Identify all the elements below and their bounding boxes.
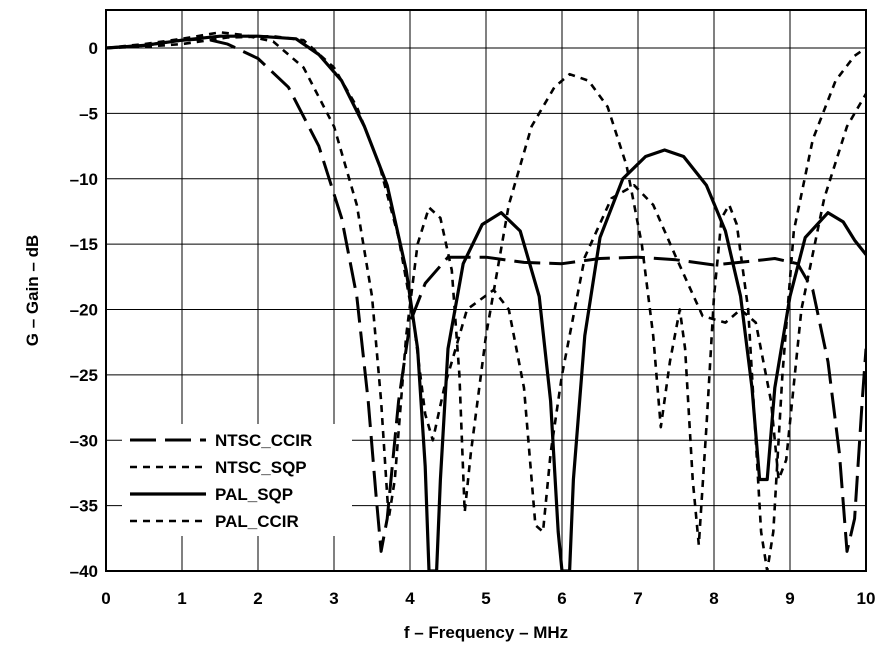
plot-frame	[105, 9, 867, 572]
legend-label: NTSC_CCIR	[215, 431, 312, 450]
y-tick-label: 0	[89, 39, 98, 58]
y-tick-label: –15	[70, 235, 98, 254]
x-tick-label: 7	[633, 589, 642, 608]
x-tick-label: 6	[557, 589, 566, 608]
y-tick-label: –20	[70, 301, 98, 320]
series-line-pal-sqp	[106, 34, 866, 571]
series-lines	[106, 30, 866, 571]
x-tick-label: 3	[329, 589, 338, 608]
legend-background	[122, 424, 352, 536]
legend-label: PAL_SQP	[215, 485, 293, 504]
x-tick-label: 8	[709, 589, 718, 608]
x-tick-label: 2	[253, 589, 262, 608]
x-tick-label: 9	[785, 589, 794, 608]
y-tick-label: –5	[79, 104, 98, 123]
x-axis-title: f – Frequency – MHz	[404, 623, 568, 642]
x-tick-label: 10	[857, 589, 876, 608]
y-tick-label: –25	[70, 366, 98, 385]
tick-labels: 0 1 2 3 4 5 6 7 8 9 10 0 –5 –10 –15 –20 –25 –30 –35 –40	[70, 39, 876, 608]
series-line-pal-ccir	[106, 34, 866, 534]
y-tick-label: –30	[70, 431, 98, 450]
series-line-ntsc-sqp	[106, 30, 866, 571]
y-tick-label: –40	[70, 562, 98, 581]
x-tick-label: 5	[481, 589, 490, 608]
legend-label: PAL_CCIR	[215, 512, 299, 531]
x-tick-label: 1	[177, 589, 186, 608]
legend: NTSC_CCIR NTSC_SQP PAL_SQP PAL_CCIR	[122, 424, 352, 536]
y-tick-label: –35	[70, 497, 98, 516]
legend-label: NTSC_SQP	[215, 458, 307, 477]
x-tick-label: 0	[101, 589, 110, 608]
x-tick-label: 4	[405, 589, 415, 608]
y-tick-label: –10	[70, 170, 98, 189]
y-axis-title: G – Gain – dB	[23, 235, 42, 346]
